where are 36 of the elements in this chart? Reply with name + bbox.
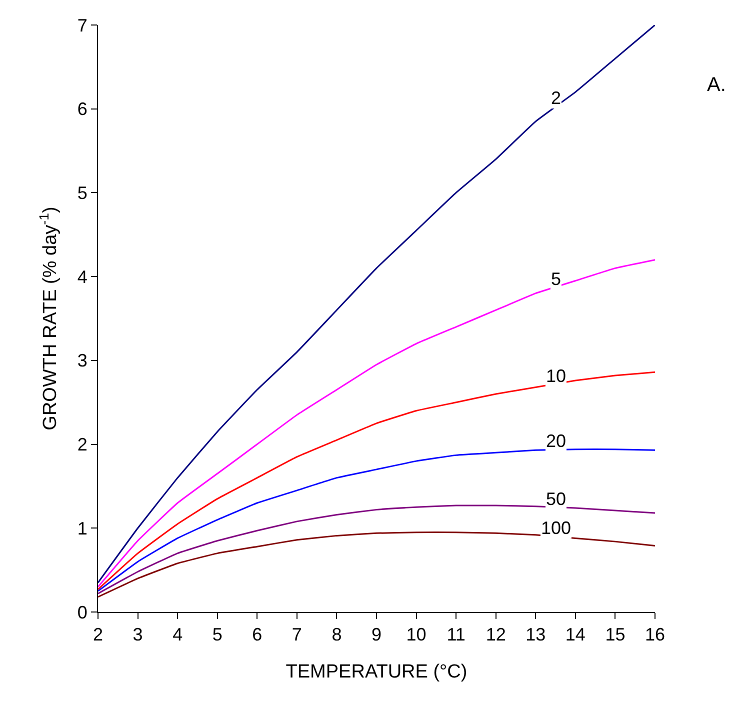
x-tick-label: 14 <box>565 624 586 645</box>
y-tick-label: 1 <box>77 518 88 538</box>
x-tick-label: 2 <box>92 624 104 645</box>
x-tick-label: 9 <box>371 624 382 645</box>
series-label: 10 <box>546 366 566 386</box>
line-series <box>98 371 655 590</box>
line-series <box>98 504 655 594</box>
x-tick-label: 11 <box>446 624 466 645</box>
series-label: 20 <box>546 431 566 451</box>
x-tick-label: 5 <box>212 624 222 645</box>
series-label: 2 <box>551 88 562 108</box>
x-tick-label: 3 <box>132 624 143 645</box>
x-tick-label: 4 <box>172 624 183 645</box>
series-label: 50 <box>546 489 566 509</box>
series-label: 100 <box>541 518 572 538</box>
line-series <box>98 25 655 584</box>
x-tick-label: 6 <box>252 624 262 645</box>
x-axis-title: TEMPERATURE (°C) <box>286 661 468 682</box>
series-label: 5 <box>551 269 562 289</box>
x-tick-label: 7 <box>292 624 302 645</box>
y-tick-label: 5 <box>77 183 88 204</box>
y-tick-label: 6 <box>77 99 88 120</box>
y-tick-label: 4 <box>77 266 88 287</box>
x-tick-label: 15 <box>605 624 626 645</box>
y-tick-label: 3 <box>77 350 88 371</box>
x-tick-label: 13 <box>526 624 546 645</box>
line-series <box>98 259 655 588</box>
y-tick-label: 2 <box>77 434 88 455</box>
text: A. <box>707 74 726 96</box>
line-series <box>98 448 655 592</box>
y-tick-label: 7 <box>77 15 88 36</box>
y-tick-label: 0 <box>77 602 88 622</box>
x-tick-label: 12 <box>486 624 506 645</box>
x-tick-label: 10 <box>406 624 426 645</box>
x-tick-label: 8 <box>332 624 342 645</box>
x-tick-label: 16 <box>644 624 666 645</box>
